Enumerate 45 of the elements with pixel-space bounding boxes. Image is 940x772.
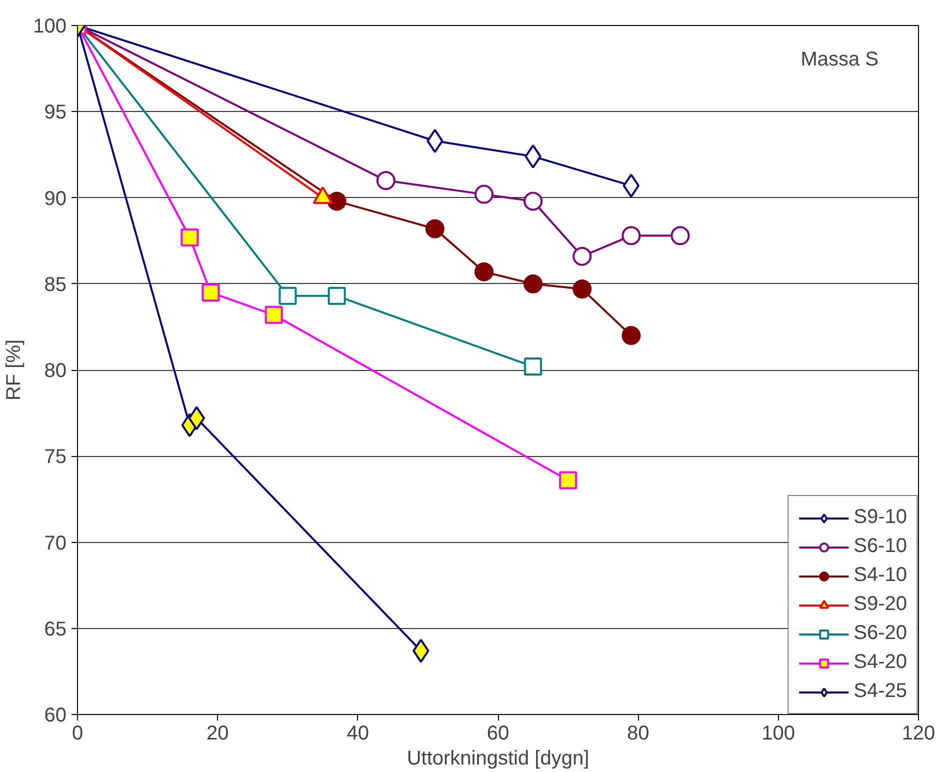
x-tick-label: 60 [486, 722, 510, 744]
x-tick-label: 120 [902, 722, 936, 744]
y-tick-label: 75 [44, 446, 67, 468]
point [278, 286, 297, 305]
point [524, 192, 543, 211]
point [327, 192, 346, 211]
legend-label: S9-20 [854, 593, 907, 616]
point [524, 358, 542, 376]
x-tick-label: 20 [206, 722, 229, 744]
point [572, 280, 592, 299]
x-axis-title: Uttorkningstid [dygn] [406, 748, 590, 770]
x-tick-label: 100 [762, 722, 796, 744]
y-tick-label: 90 [44, 188, 67, 210]
y-tick-label: 80 [44, 360, 67, 382]
point [376, 171, 396, 190]
point [264, 306, 283, 324]
point [572, 246, 592, 266]
x-tick-label: 80 [627, 722, 650, 744]
point [670, 226, 690, 246]
legend-label: S4-10 [854, 564, 907, 587]
legend-label: S4-25 [854, 680, 907, 703]
point [202, 283, 220, 302]
legend-label: S9-10 [854, 506, 907, 529]
point [474, 262, 494, 282]
point [328, 286, 346, 305]
point [622, 326, 641, 346]
point [425, 219, 444, 238]
y-axis-title: RF [%] [3, 339, 26, 401]
y-tick-label: 85 [44, 274, 67, 296]
legend-label: S6-20 [854, 622, 907, 645]
x-tick-label: 40 [346, 722, 369, 744]
y-tick-label: 100 [33, 16, 67, 38]
legend-label: S6-10 [854, 535, 907, 558]
y-tick-label: 65 [44, 618, 67, 640]
y-tick-label: 70 [44, 532, 67, 554]
legend-label: S4-20 [854, 651, 907, 674]
annotation: Massa S [800, 48, 879, 70]
y-tick-label: 60 [44, 704, 67, 726]
y-tick-label: 95 [44, 102, 67, 124]
point [180, 228, 199, 246]
point [524, 274, 543, 294]
x-tick-label: 0 [72, 722, 84, 744]
point [559, 471, 578, 490]
point [474, 184, 494, 204]
point [622, 226, 641, 246]
